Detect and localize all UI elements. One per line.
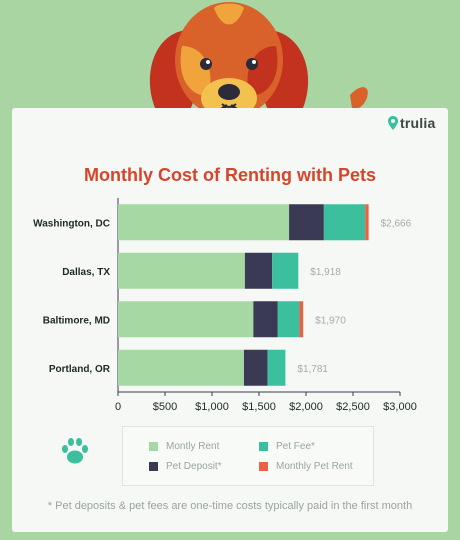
legend-swatch-rent xyxy=(149,442,158,451)
legend-item-deposit: Pet Deposit* xyxy=(149,461,222,472)
x-tick-label-2: $1,000 xyxy=(195,401,229,413)
paw-icon xyxy=(62,438,88,464)
bar-montly-rent-washington-dc xyxy=(118,204,290,241)
category-label-washington-dc: Washington, DC xyxy=(33,218,110,229)
legend-item-rent: Montly Rent xyxy=(149,441,219,452)
bar-pet-fee-portland-or xyxy=(267,349,286,386)
bar-pet-deposit-dallas-tx xyxy=(244,252,273,289)
x-tick-label-4: $2,000 xyxy=(289,401,323,413)
legend-swatch-pet-rent xyxy=(259,462,268,471)
category-label-portland-or: Portland, OR xyxy=(49,364,111,375)
legend-label-fee: Pet Fee* xyxy=(276,441,315,452)
x-tick-label-5: $2,500 xyxy=(336,401,370,413)
total-label-baltimore-md: $1,970 xyxy=(315,315,346,326)
legend-swatch-deposit xyxy=(149,462,158,471)
legend-item-pet-rent: Monthly Pet Rent xyxy=(259,461,353,472)
legend-item-fee: Pet Fee* xyxy=(259,441,315,452)
location-pin-icon xyxy=(388,116,398,130)
bar-monthly-pet-rent-washington-dc xyxy=(365,204,369,241)
bar-pet-fee-dallas-tx xyxy=(272,252,299,289)
x-tick-label-1: $500 xyxy=(153,401,177,413)
total-label-dallas-tx: $1,918 xyxy=(310,267,341,278)
footnote: * Pet deposits & pet fees are one-time c… xyxy=(47,500,413,512)
x-tick-label-3: $1,500 xyxy=(242,401,276,413)
chart-legend: Montly Rent Pet Fee* Pet Deposit* Monthl… xyxy=(122,426,374,486)
category-label-baltimore-md: Baltimore, MD xyxy=(43,315,110,326)
x-tick-label-6: $3,000 xyxy=(383,401,417,413)
legend-swatch-fee xyxy=(259,442,268,451)
legend-label-deposit: Pet Deposit* xyxy=(166,461,222,472)
total-label-portland-or: $1,781 xyxy=(297,364,328,375)
bar-pet-deposit-baltimore-md xyxy=(253,301,278,338)
bar-montly-rent-baltimore-md xyxy=(118,301,254,338)
bar-montly-rent-dallas-tx xyxy=(118,252,245,289)
brand-logo: trulia xyxy=(388,114,435,132)
bar-pet-deposit-washington-dc xyxy=(289,204,324,241)
bar-pet-deposit-portland-or xyxy=(243,349,268,386)
bar-montly-rent-portland-or xyxy=(118,349,244,386)
x-tick-label-0: 0 xyxy=(115,401,121,413)
total-label-washington-dc: $2,666 xyxy=(381,218,412,229)
brand-name: trulia xyxy=(400,115,436,131)
bar-pet-fee-washington-dc xyxy=(323,204,366,241)
category-label-dallas-tx: Dallas, TX xyxy=(62,267,110,278)
bar-monthly-pet-rent-baltimore-md xyxy=(299,301,304,338)
legend-label-pet-rent: Monthly Pet Rent xyxy=(276,461,353,472)
legend-label-rent: Montly Rent xyxy=(166,441,220,452)
chart-title: Monthly Cost of Renting with Pets xyxy=(84,165,376,185)
bar-pet-fee-baltimore-md xyxy=(277,301,300,338)
